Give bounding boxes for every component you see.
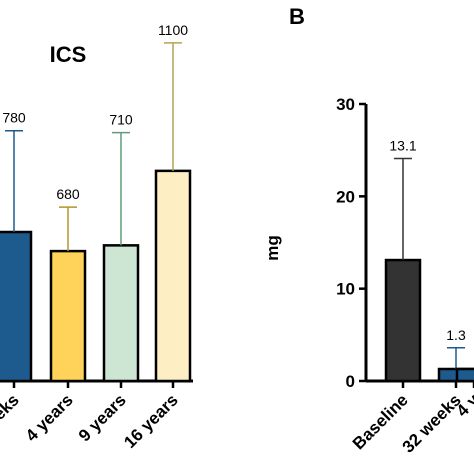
x-tick-label: 4 years <box>22 390 77 445</box>
x-tick-label: 16 years <box>120 390 182 452</box>
y-tick-label: 20 <box>336 187 355 206</box>
x-tick-label: 32 weeks <box>399 390 465 456</box>
data-label: 710 <box>109 112 133 128</box>
y-tick-label: 30 <box>336 95 355 114</box>
bar <box>384 258 422 383</box>
data-label: 1100 <box>158 22 188 38</box>
data-label: 780 <box>2 110 26 126</box>
y-tick-label: 0 <box>346 372 355 391</box>
panel-b-letter: B <box>289 4 305 29</box>
bar <box>154 169 192 383</box>
y-axis-label: mg <box>263 235 282 261</box>
data-label: 1.3 <box>446 327 466 343</box>
bar <box>455 367 474 383</box>
bar <box>49 249 87 383</box>
y-tick-label: 10 <box>336 280 355 299</box>
data-label: 13.1 <box>389 137 416 153</box>
data-label: 680 <box>56 186 80 202</box>
x-tick-label: 4 y <box>453 390 474 421</box>
chart-title: ICS <box>50 42 87 67</box>
bar <box>102 244 140 383</box>
x-tick-label: weeks <box>0 390 23 440</box>
bar <box>0 230 33 383</box>
